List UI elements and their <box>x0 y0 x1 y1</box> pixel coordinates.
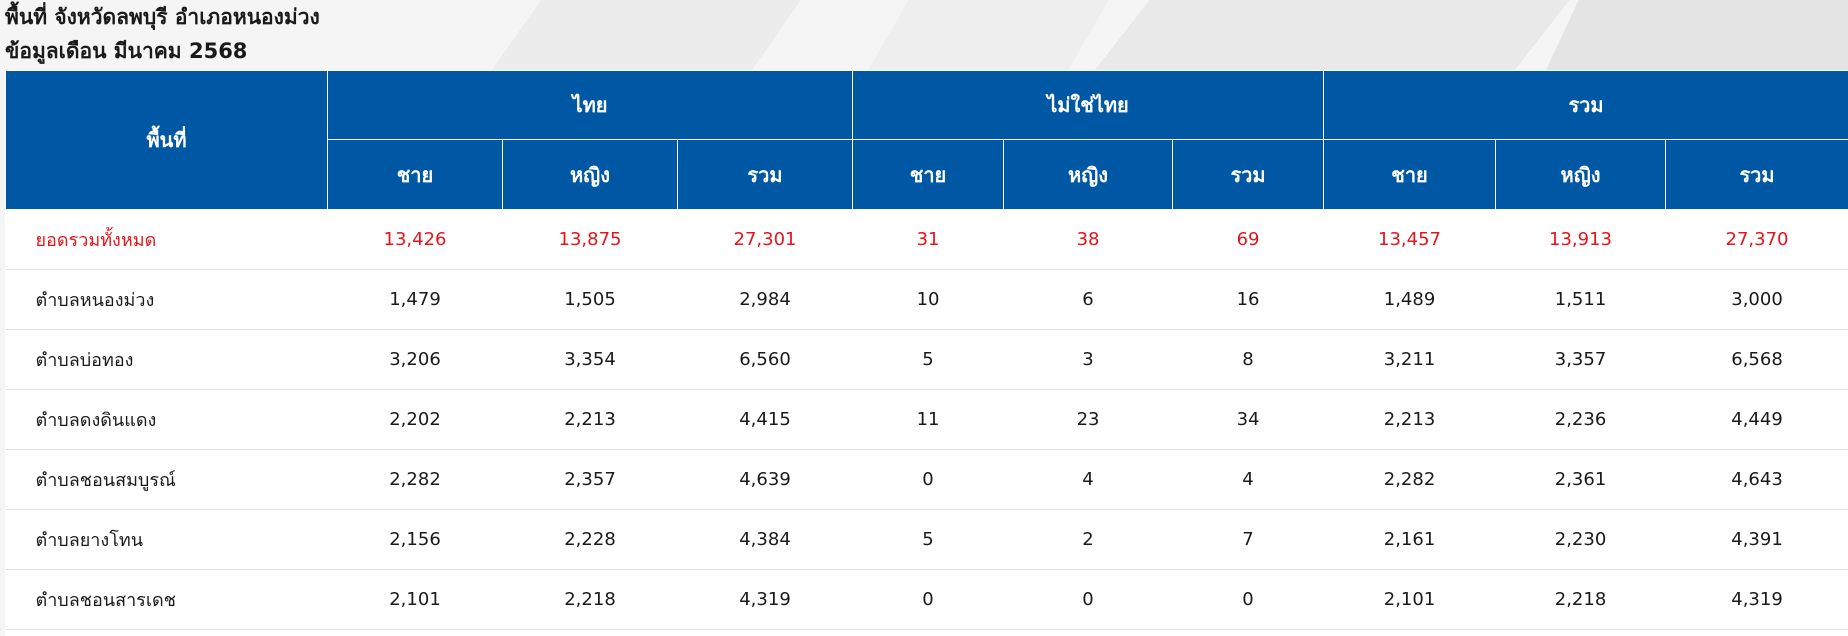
cell-value: 11 <box>852 389 1004 450</box>
group-header-non-thai: ไม่ใช่ไทย <box>852 70 1325 140</box>
column-header-thai-total: รวม <box>676 139 854 210</box>
cell-value: 2,202 <box>327 389 503 450</box>
cell-value: 3,211 <box>1323 329 1496 390</box>
row-label: ตำบลชอนสารเดช <box>5 569 328 630</box>
row-label: ตำบลยางโทน <box>5 509 328 570</box>
cell-value: 2 <box>1003 509 1173 570</box>
cell-value: 13,457 <box>1323 209 1496 270</box>
column-header-all-total: รวม <box>1665 139 1848 210</box>
column-header-thai-female: หญิง <box>502 139 678 210</box>
page-title-month: ข้อมูลเดือน มีนาคม 2568 <box>5 39 248 63</box>
column-header-thai-male: ชาย <box>327 139 503 210</box>
group-header-thai: ไทย <box>326 70 854 140</box>
cell-value: 4 <box>1172 449 1324 510</box>
cell-value: 3,000 <box>1665 269 1848 330</box>
cell-value: 4,384 <box>677 509 853 570</box>
row-label: ตำบลชอนสมบูรณ์ <box>5 449 328 510</box>
cell-value: 0 <box>852 569 1004 630</box>
cell-value: 8 <box>1172 329 1324 390</box>
cell-value: 0 <box>852 449 1004 510</box>
cell-value: 13,913 <box>1495 209 1666 270</box>
column-header-nonthai-total: รวม <box>1172 139 1325 210</box>
cell-value: 4,449 <box>1665 389 1848 450</box>
cell-value: 2,218 <box>1495 569 1666 630</box>
cell-value: 16 <box>1172 269 1324 330</box>
table-row: ตำบลบ่อทอง 3,206 3,354 6,560 5 3 8 3,211… <box>5 329 1848 390</box>
cell-value: 5 <box>852 329 1004 390</box>
cell-value: 1,479 <box>327 269 503 330</box>
cell-value: 4,391 <box>1665 509 1848 570</box>
cell-value: 6,568 <box>1665 329 1848 390</box>
column-header-all-female: หญิง <box>1495 139 1667 210</box>
cell-value: 4,415 <box>677 389 853 450</box>
cell-value: 38 <box>1003 209 1173 270</box>
cell-value: 1,489 <box>1323 269 1496 330</box>
column-header-nonthai-female: หญิง <box>1003 139 1174 210</box>
cell-value: 3,354 <box>502 329 678 390</box>
population-table-container: พื้นที่ ไทย ไม่ใช่ไทย รวม ชาย หญิง รวม ช… <box>5 70 1848 636</box>
cell-value: 2,213 <box>1323 389 1496 450</box>
cell-value: 31 <box>852 209 1004 270</box>
cell-value: 23 <box>1003 389 1173 450</box>
table-header: พื้นที่ ไทย ไม่ใช่ไทย รวม ชาย หญิง รวม ช… <box>5 70 1848 210</box>
cell-value: 4,319 <box>677 569 853 630</box>
cell-value: 7 <box>1172 509 1324 570</box>
cell-value: 4,319 <box>1665 569 1848 630</box>
table-row: ตำบลดงดินแดง 2,202 2,213 4,415 11 23 34 … <box>5 389 1848 450</box>
cell-value: 1,511 <box>1495 269 1666 330</box>
row-label: ตำบลหนองม่วง <box>5 269 328 330</box>
cell-value: 69 <box>1172 209 1324 270</box>
column-header-nonthai-male: ชาย <box>852 139 1005 210</box>
table-row: ตำบลหนองม่วง 1,479 1,505 2,984 10 6 16 1… <box>5 269 1848 330</box>
cell-value: 6 <box>1003 269 1173 330</box>
column-header-all-male: ชาย <box>1323 139 1497 210</box>
cell-value: 2,101 <box>327 569 503 630</box>
cell-value: 3 <box>1003 329 1173 390</box>
cell-value: 2,357 <box>502 449 678 510</box>
cell-value: 10 <box>852 269 1004 330</box>
cell-value: 2,213 <box>502 389 678 450</box>
table-row: ตำบลยางโทน 2,156 2,228 4,384 5 2 7 2,161… <box>5 509 1848 570</box>
cell-value: 2,218 <box>502 569 678 630</box>
cell-value: 27,370 <box>1665 209 1848 270</box>
table-body: ยอดรวมทั้งหมด 13,426 13,875 27,301 31 38… <box>5 209 1848 630</box>
cell-value: 3,206 <box>327 329 503 390</box>
cell-value: 2,984 <box>677 269 853 330</box>
table-row: ตำบลชอนสมบูรณ์ 2,282 2,357 4,639 0 4 4 2… <box>5 449 1848 510</box>
page-title-area: พื้นที่ จังหวัดลพบุรี อำเภอหนองม่วง <box>5 5 320 29</box>
cell-value: 5 <box>852 509 1004 570</box>
cell-value: 2,236 <box>1495 389 1666 450</box>
row-label: ตำบลบ่อทอง <box>5 329 328 390</box>
cell-value: 6,560 <box>677 329 853 390</box>
cell-value: 3,357 <box>1495 329 1666 390</box>
cell-value: 4,639 <box>677 449 853 510</box>
cell-value: 2,161 <box>1323 509 1496 570</box>
population-table: พื้นที่ ไทย ไม่ใช่ไทย รวม ชาย หญิง รวม ช… <box>5 70 1848 630</box>
row-label: ตำบลดงดินแดง <box>5 389 328 450</box>
table-row: ตำบลชอนสารเดช 2,101 2,218 4,319 0 0 0 2,… <box>5 569 1848 630</box>
cell-value: 13,426 <box>327 209 503 270</box>
cell-value: 27,301 <box>677 209 853 270</box>
cell-value: 2,361 <box>1495 449 1666 510</box>
cell-value: 2,101 <box>1323 569 1496 630</box>
cell-value: 4 <box>1003 449 1173 510</box>
group-header-total: รวม <box>1323 70 1848 140</box>
cell-value: 1,505 <box>502 269 678 330</box>
cell-value: 2,282 <box>327 449 503 510</box>
cell-value: 2,228 <box>502 509 678 570</box>
cell-value: 2,156 <box>327 509 503 570</box>
column-header-area: พื้นที่ <box>5 70 328 210</box>
cell-value: 34 <box>1172 389 1324 450</box>
row-label: ยอดรวมทั้งหมด <box>5 209 328 270</box>
cell-value: 0 <box>1003 569 1173 630</box>
cell-value: 13,875 <box>502 209 678 270</box>
table-row-total: ยอดรวมทั้งหมด 13,426 13,875 27,301 31 38… <box>5 209 1848 270</box>
cell-value: 4,643 <box>1665 449 1848 510</box>
cell-value: 2,230 <box>1495 509 1666 570</box>
cell-value: 0 <box>1172 569 1324 630</box>
cell-value: 2,282 <box>1323 449 1496 510</box>
